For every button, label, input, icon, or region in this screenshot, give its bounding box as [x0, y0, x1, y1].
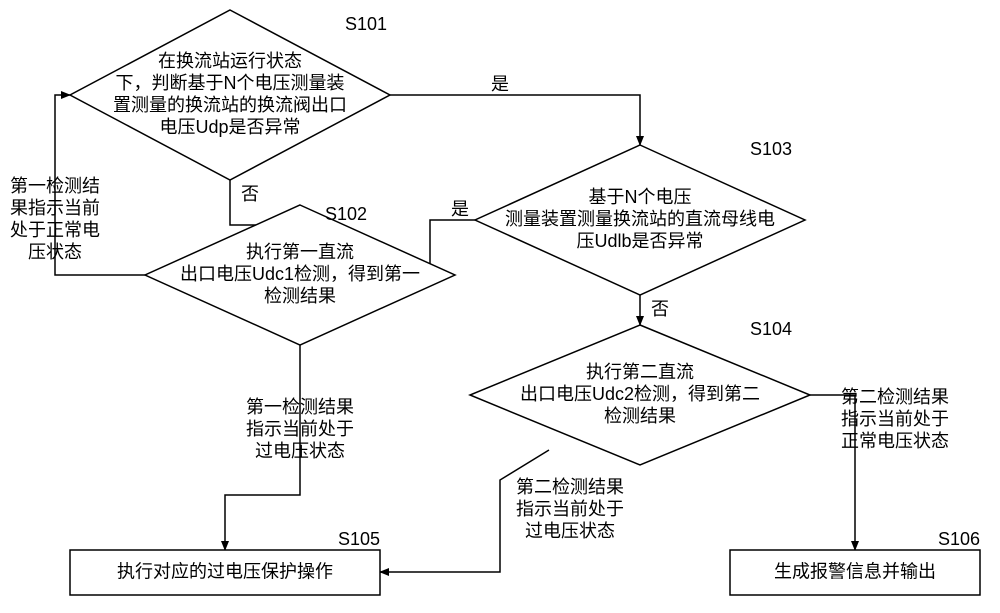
svg-text:第一检测结: 第一检测结 [10, 176, 100, 196]
svg-text:基于N个电压: 基于N个电压 [589, 187, 692, 207]
svg-text:下，判断基于N个电压测量装: 下，判断基于N个电压测量装 [116, 73, 345, 93]
step-label-d1: S101 [345, 14, 387, 34]
svg-text:出口电压Udc1检测，得到第一: 出口电压Udc1检测，得到第一 [180, 264, 420, 284]
svg-text:第二检测结果: 第二检测结果 [841, 387, 949, 407]
node-r2: 生成报警信息并输出 [730, 550, 980, 595]
step-label-r1: S105 [338, 529, 380, 549]
step-label-d3: S103 [750, 139, 792, 159]
svg-text:出口电压Udc2检测，得到第二: 出口电压Udc2检测，得到第二 [520, 384, 760, 404]
svg-text:是: 是 [451, 199, 469, 219]
edge-e_d3_yes [430, 220, 475, 270]
svg-text:指示当前处于: 指示当前处于 [246, 419, 354, 439]
step-label-d4: S104 [750, 319, 792, 339]
svg-text:第二检测结果: 第二检测结果 [516, 477, 624, 497]
node-d3: 基于N个电压测量装置测量换流站的直流母线电压Udlb是否异常 [475, 145, 805, 295]
svg-text:是: 是 [491, 74, 509, 94]
svg-text:执行第一直流: 执行第一直流 [246, 242, 354, 262]
svg-text:第一检测结果: 第一检测结果 [246, 397, 354, 417]
edge-e_d1_yes [390, 95, 640, 145]
svg-text:指示当前处于: 指示当前处于 [841, 409, 949, 429]
svg-text:执行第二直流: 执行第二直流 [586, 362, 694, 382]
flowchart-canvas: 在换流站运行状态下，判断基于N个电压测量装置测量的换流站的换流阀出口电压Udp是… [0, 0, 1000, 613]
node-d4: 执行第二直流出口电压Udc2检测，得到第二检测结果 [470, 325, 810, 465]
node-r1: 执行对应的过电压保护操作 [70, 550, 380, 595]
step-label-r2: S106 [938, 529, 980, 549]
svg-text:压状态: 压状态 [28, 242, 82, 262]
svg-text:过电压状态: 过电压状态 [525, 521, 615, 541]
svg-text:正常电压状态: 正常电压状态 [841, 431, 949, 451]
node-d1: 在换流站运行状态下，判断基于N个电压测量装置测量的换流站的换流阀出口电压Udp是… [70, 10, 390, 180]
svg-text:电压Udp是否异常: 电压Udp是否异常 [159, 117, 300, 137]
edges-layer [55, 95, 855, 572]
step-label-d2: S102 [325, 204, 367, 224]
svg-text:生成报警信息并输出: 生成报警信息并输出 [774, 561, 936, 581]
svg-text:过电压状态: 过电压状态 [255, 441, 345, 461]
svg-text:执行对应的过电压保护操作: 执行对应的过电压保护操作 [117, 561, 333, 581]
svg-text:在换流站运行状态: 在换流站运行状态 [158, 51, 302, 71]
svg-text:果指示当前: 果指示当前 [10, 198, 100, 218]
svg-text:检测结果: 检测结果 [604, 406, 676, 426]
node-d2: 执行第一直流出口电压Udc1检测，得到第一检测结果 [145, 205, 455, 345]
svg-text:测量装置测量换流站的直流母线电: 测量装置测量换流站的直流母线电 [505, 209, 775, 229]
svg-text:检测结果: 检测结果 [264, 286, 336, 306]
svg-text:否: 否 [241, 184, 259, 204]
svg-text:压Udlb是否异常: 压Udlb是否异常 [576, 231, 703, 251]
svg-text:置测量的换流站的换流阀出口: 置测量的换流站的换流阀出口 [113, 95, 347, 115]
svg-text:指示当前处于: 指示当前处于 [516, 499, 624, 519]
svg-text:处于正常电: 处于正常电 [10, 220, 100, 240]
svg-text:否: 否 [651, 299, 669, 319]
